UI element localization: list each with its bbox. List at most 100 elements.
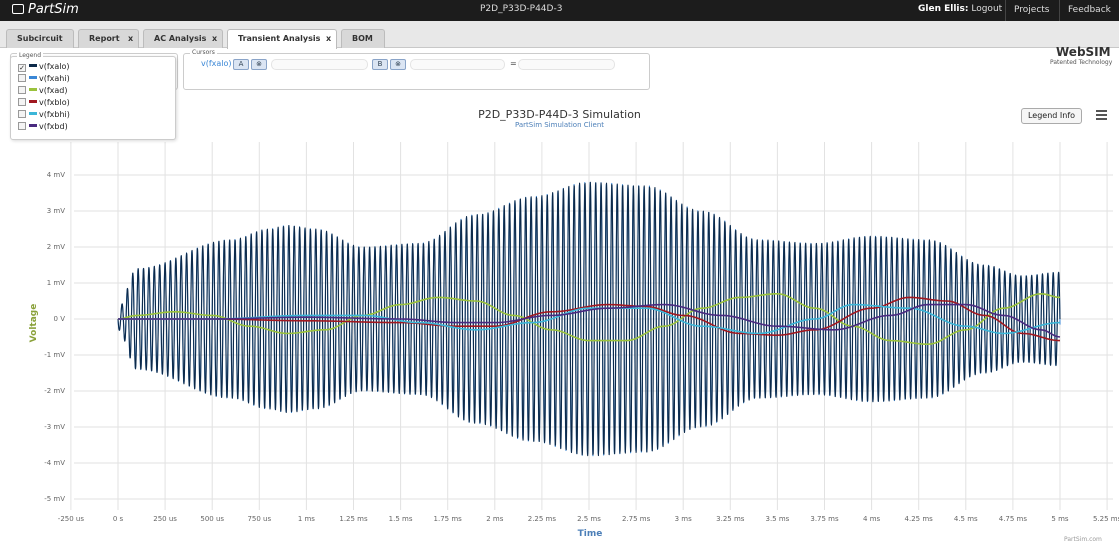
tab-label: AC Analysis (154, 34, 207, 43)
cursor-delta-value (518, 59, 615, 70)
x-tick-label: 4.5 ms (954, 515, 978, 523)
x-tick-label: 250 us (153, 515, 177, 523)
y-tick-label: -4 mV (44, 459, 65, 467)
x-tick-label: 4 ms (863, 515, 880, 523)
footer-credit: PartSim.com (1064, 536, 1102, 543)
partsim-logo[interactable]: PartSim (12, 2, 79, 17)
tab-label: BOM (352, 34, 373, 43)
tab-transient-analysis[interactable]: Transient Analysis x (227, 29, 337, 49)
chart-subtitle: PartSim Simulation Client (514, 121, 605, 129)
projects-button[interactable]: Projects (1005, 0, 1058, 21)
cursor-a-clear-icon[interactable]: ⊗ (251, 59, 267, 70)
series-swatch (29, 76, 37, 79)
series-line-vfxblo (118, 296, 1061, 342)
series-line-vfxalo (117, 181, 1061, 457)
app-name: PartSim (28, 2, 79, 17)
x-tick-label: 1 ms (298, 515, 315, 523)
y-tick-label: -3 mV (44, 423, 65, 431)
x-tick-label: -250 us (58, 515, 85, 523)
top-bar: PartSim P2D_P33D-P44D-3 Glen Ellis: Logo… (0, 0, 1119, 21)
tab-ac-analysis[interactable]: AC Analysis x (143, 29, 223, 48)
tab-bom[interactable]: BOM (341, 29, 385, 48)
legend-item[interactable]: v(fxahi) (18, 74, 70, 86)
cursors-panel: Cursors (183, 49, 650, 90)
cursors-panel-title: Cursors (190, 49, 217, 56)
x-tick-label: 2.25 ms (528, 515, 557, 523)
chart-ticks: -250 us 0 s 250 us 500 us 750 us 1 ms 1.25 ms 1… (44, 171, 1119, 523)
x-tick-label: 0 s (113, 515, 124, 523)
chart-title: P2D_P33D-P44D-3 Simulation (478, 108, 641, 121)
x-tick-label: 3.25 ms (716, 515, 745, 523)
chip-icon (12, 4, 24, 14)
y-tick-label: 1 mV (47, 279, 65, 287)
legend-item[interactable]: ✓ v(fxalo) (18, 62, 70, 74)
document-title: P2D_P33D-P44D-3 (480, 4, 563, 14)
cursor-b-clear-icon[interactable]: ⊗ (390, 59, 406, 70)
y-tick-label: -5 mV (44, 495, 65, 503)
y-tick-label: 0 V (54, 315, 66, 323)
cursor-trace-select[interactable]: v(fxalo) (201, 59, 232, 68)
cursor-a-value (271, 59, 368, 70)
x-tick-label: 1.5 ms (389, 515, 413, 523)
cursor-delta-equals: = (510, 59, 517, 68)
series-swatch (29, 124, 37, 127)
chart-series (117, 181, 1061, 457)
legend-label: v(fxbhi) (39, 110, 70, 119)
legend-item[interactable]: v(fxbhi) (18, 110, 70, 122)
feedback-button[interactable]: Feedback (1059, 0, 1119, 21)
x-tick-label: 3.75 ms (810, 515, 839, 523)
x-tick-label: 5 ms (1051, 515, 1068, 523)
legend-label: v(fxad) (39, 86, 68, 95)
legend-label: v(fxblo) (39, 98, 70, 107)
legend-checkbox[interactable] (18, 98, 26, 106)
legend-checkbox[interactable] (18, 122, 26, 130)
legend-checkbox[interactable] (18, 110, 26, 118)
legend-checkbox[interactable] (18, 86, 26, 94)
x-tick-label: 4.75 ms (999, 515, 1028, 523)
legend-checkbox[interactable] (18, 74, 26, 82)
series-swatch (29, 64, 37, 67)
legend-label: v(fxalo) (39, 62, 70, 71)
tab-report[interactable]: Report x (78, 29, 139, 48)
logout-link[interactable]: Logout (971, 4, 1003, 14)
series-swatch (29, 88, 37, 91)
cursor-a-button[interactable]: A (233, 59, 249, 70)
legend-checkbox[interactable]: ✓ (18, 64, 26, 72)
hamburger-icon[interactable] (1096, 110, 1107, 120)
tab-label: Report (89, 34, 120, 43)
close-tab-icon[interactable]: x (128, 34, 134, 43)
x-tick-label: 3 ms (675, 515, 692, 523)
y-tick-label: 2 mV (47, 243, 65, 251)
close-tab-icon[interactable]: x (212, 34, 218, 43)
websim-logo: WebSIM (1056, 45, 1111, 59)
user-info: Glen Ellis: Logout (918, 4, 1002, 14)
x-tick-label: 2 ms (486, 515, 503, 523)
legend-panel-title: Legend (17, 52, 44, 59)
cursor-b-button[interactable]: B (372, 59, 388, 70)
websim-tagline: Patented Technology (1050, 59, 1113, 66)
y-axis-title: Voltage (29, 304, 39, 343)
cursor-b-value (410, 59, 505, 70)
y-tick-label: -2 mV (44, 387, 65, 395)
x-axis-title: Time (578, 529, 603, 539)
x-tick-label: 500 us (200, 515, 224, 523)
series-line-vfxad (117, 292, 1061, 346)
x-tick-label: 2.75 ms (622, 515, 651, 523)
legend-item[interactable]: v(fxbd) (18, 122, 68, 134)
x-tick-label: 1.75 ms (434, 515, 463, 523)
legend-item[interactable]: v(fxad) (18, 86, 68, 98)
series-swatch (29, 100, 37, 103)
x-tick-label: 1.25 ms (339, 515, 368, 523)
x-tick-label: 4.25 ms (905, 515, 934, 523)
tab-label: Subcircuit (17, 34, 63, 43)
x-tick-label: 5.25 ms (1093, 515, 1119, 523)
tab-subcircuit[interactable]: Subcircuit (6, 29, 74, 48)
close-tab-icon[interactable]: x (326, 34, 332, 43)
x-tick-label: 750 us (247, 515, 271, 523)
legend-info-button[interactable]: Legend Info (1021, 108, 1082, 124)
x-tick-label: 2.5 ms (577, 515, 601, 523)
legend-item[interactable]: v(fxblo) (18, 98, 70, 110)
tab-bar: Subcircuit Report x AC Analysis x Transien… (0, 21, 1119, 66)
x-tick-label: 3.5 ms (765, 515, 789, 523)
